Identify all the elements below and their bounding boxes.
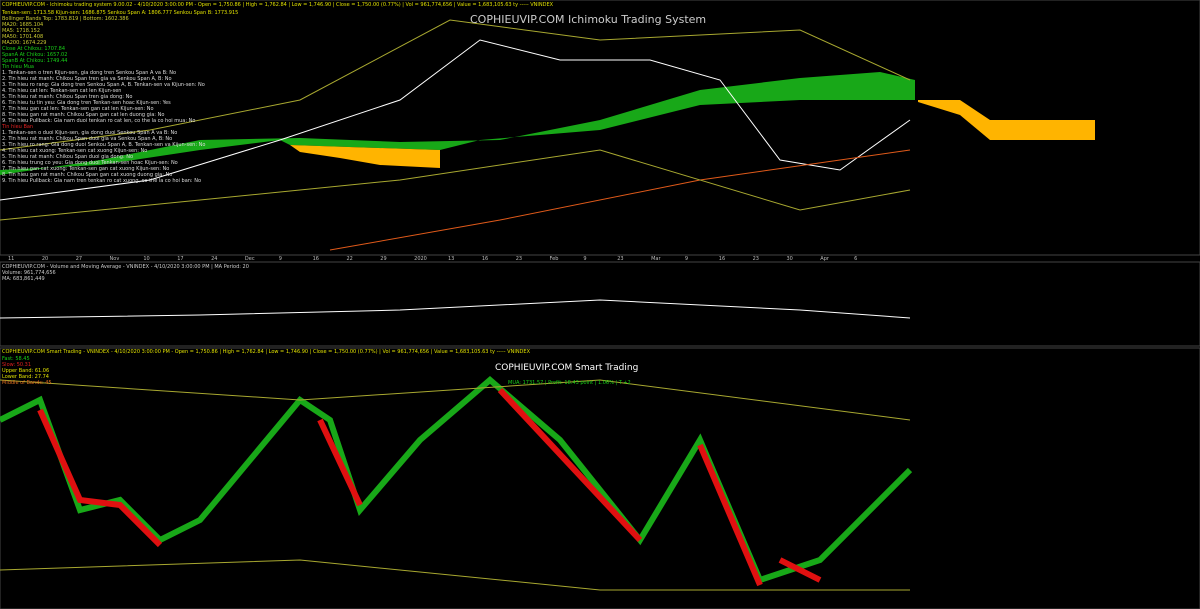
text-line: 1. Tenkan-sen o duoi Kijun-sen, gia dong… [2, 130, 178, 136]
x-tick-label: Feb [549, 256, 559, 262]
title: COPHIEUVIP.COM Smart Trading [495, 363, 639, 373]
text-line: Tin hieu Ban [2, 124, 34, 130]
x-tick-label: 10 [143, 256, 150, 262]
x-tick-label: 16 [481, 256, 489, 262]
text-line: 2. Tin hieu rat manh: Chikou Span tren g… [2, 76, 172, 82]
text-line: Bollinger Bands Top: 1783.819 | Bottom: … [2, 16, 129, 22]
text-line: Middle of Bands: 45 [2, 380, 52, 386]
x-tick-label: 9 [684, 256, 689, 262]
x-tick-label: Apr [820, 256, 829, 262]
text-line: MA20: 1685.104 [2, 22, 44, 28]
x-tick-label: 23 [617, 256, 624, 262]
band-line [0, 379, 911, 591]
x-tick-label: 30 [786, 256, 793, 262]
text-line: Upper Band: 61.06 [2, 368, 50, 374]
text-line: MA200: 1674.229 [2, 40, 47, 46]
label: MA: 683,861,449 [2, 276, 45, 282]
cloud [0, 72, 915, 175]
text-line: 2. Tin hieu rat manh: Chikou Span duoi g… [2, 136, 173, 142]
text-line: 8. Tin hieu gan rat manh: Chikou Span ga… [2, 112, 165, 118]
x-tick-label: Dec [244, 256, 255, 262]
text-line: 5. Tin hieu rat manh: Chikou Span tren g… [2, 94, 133, 100]
x-tick-label: 27 [75, 256, 83, 262]
text-line: 1. Tenkan-sen o tren Kijun-sen, gia dong… [2, 70, 177, 76]
panel [0, 347, 1200, 609]
text-line: 3. Tin hieu ro rang: Gia dong duoi Senko… [2, 142, 206, 148]
indicator-list: Tenkan-sen: 1713.58 Kijun-sen: 1686.875 … [2, 10, 238, 184]
header: COPHIEUVIP.COM Smart Trading - VNINDEX -… [2, 349, 530, 355]
signal: MUA: 1731.57 | Profit: 18.43 point | 1.0… [508, 380, 631, 386]
text-line: 6. Tin hieu trung co yeu: Gia dong duoi … [2, 160, 178, 166]
title: COPHIEUVIP.COM Ichimoku Trading System [470, 13, 707, 26]
x-tick-label: 9 [583, 256, 587, 262]
text-line: SpanA At Chikou: 1657.02 [2, 52, 68, 58]
price-line [0, 39, 911, 201]
cloud [290, 100, 1095, 168]
text-line: 3. Tin hieu ro rang: Gia dong tren Senko… [2, 82, 205, 88]
panel [0, 261, 1200, 347]
text-line: 7. Tin hieu gan cat xuong: Tenkan-sen ga… [2, 166, 170, 172]
x-tick-label: 11 [8, 256, 15, 262]
header: COPHIEUVIP.COM - Ichimoku trading system… [2, 2, 554, 8]
x-tick-label: 23 [515, 256, 523, 262]
text-line: MA5: 1718.152 [2, 28, 41, 34]
x-tick-label: Mar [651, 256, 661, 262]
text-line: Slow: 50.31 [2, 362, 32, 368]
text-line: 5. Tin hieu rat manh: Chikou Span duoi g… [2, 154, 134, 160]
text-line: 9. Tin hieu Pullback: Gia nam tren tenka… [2, 178, 202, 184]
text-line: Fast: 58.45 [2, 356, 30, 362]
text-line: Tenkan-sen: 1713.58 Kijun-sen: 1686.875 … [2, 10, 239, 16]
text-line: 4. Tin hieu cat len: Tenkan-sen cat len … [2, 88, 122, 94]
header: COPHIEUVIP.COM - Volume and Moving Avera… [2, 264, 249, 270]
text-line: 7. Tin hieu gan cat len: Tenkan-sen gan … [2, 106, 154, 112]
ma-line [329, 149, 911, 251]
text-line: 6. Tin hieu tu tin yeu: Gia dong tren Te… [2, 100, 171, 106]
x-tick-label: 16 [718, 256, 726, 262]
label: Volume: 961,774,656 [2, 270, 56, 276]
text-line: 9. Tin hieu Pullback: Gia nam duoi tenka… [2, 118, 196, 124]
x-tick-label: 2020 [414, 256, 427, 262]
x-tick-label: 20 [41, 256, 49, 262]
legend: Fast: 58.45 Slow: 50.31 Upper Band: 61.06 L… [2, 356, 52, 386]
text-line: Tin hieu Mua [2, 64, 34, 70]
text-line: Close At Chikou: 1707.84 [2, 46, 66, 52]
x-tick-label: 22 [346, 256, 353, 262]
text-line: 8. Tin hieu gan rat manh: Chikou Span ga… [2, 172, 173, 178]
volume-ma [0, 299, 911, 319]
text-line: 4. Tin hieu cat xuong: Tenkan-sen cat xu… [2, 148, 148, 154]
x-tick-label: 13 [448, 256, 455, 262]
x-tick-label: 6 [854, 256, 858, 262]
band-line [0, 19, 911, 221]
x-tick-label: 29 [380, 256, 387, 262]
text-line: MA50: 1701.408 [2, 34, 44, 40]
oscillator [37, 387, 822, 587]
text-line: SpanB At Chikou: 1749.44 [2, 58, 68, 64]
x-tick-label: 9 [278, 256, 282, 262]
x-tick-label: 24 [211, 256, 218, 262]
text-line: Lower Band: 27.74 [2, 374, 49, 380]
x-tick-label: 17 [177, 256, 184, 262]
x-tick-label: Nov [109, 256, 120, 262]
x-tick-label: 16 [312, 256, 319, 262]
x-tick-label: 23 [752, 256, 759, 262]
